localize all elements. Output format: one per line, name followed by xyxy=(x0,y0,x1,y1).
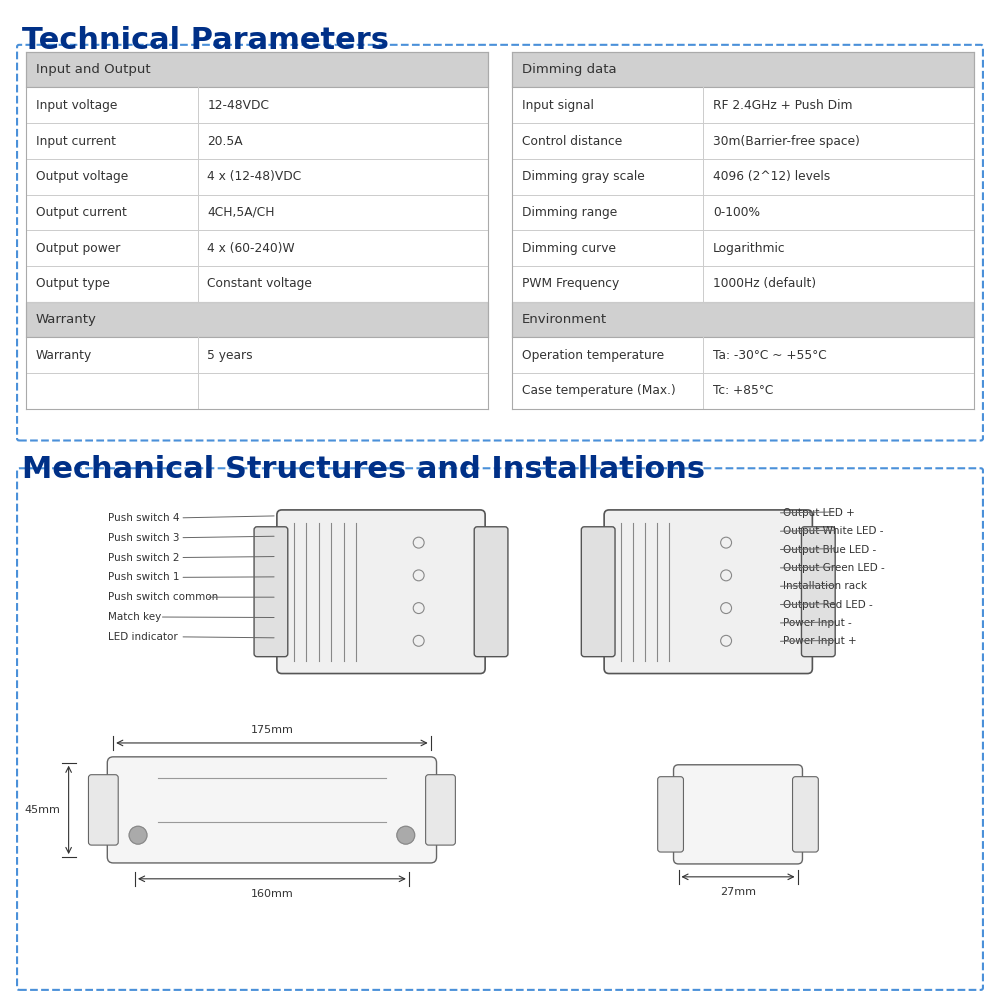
Bar xyxy=(26,159,488,195)
Bar xyxy=(26,230,488,266)
FancyBboxPatch shape xyxy=(17,468,983,990)
Text: Mechanical Structures and Installations: Mechanical Structures and Installations xyxy=(22,455,705,484)
Text: Push switch 4: Push switch 4 xyxy=(108,513,180,523)
Text: Output current: Output current xyxy=(36,206,127,219)
Text: 4 x (60-240)W: 4 x (60-240)W xyxy=(207,242,295,255)
Text: Input signal: Input signal xyxy=(522,99,594,112)
Bar xyxy=(512,159,974,195)
FancyBboxPatch shape xyxy=(277,510,485,674)
Text: 4CH,5A/CH: 4CH,5A/CH xyxy=(207,206,275,219)
Bar xyxy=(26,52,488,87)
Circle shape xyxy=(129,826,147,844)
Bar xyxy=(512,337,974,373)
Text: 0-100%: 0-100% xyxy=(713,206,760,219)
Bar xyxy=(512,87,974,123)
Text: Output Blue LED -: Output Blue LED - xyxy=(783,545,876,555)
Text: Match key: Match key xyxy=(108,612,162,622)
Text: Control distance: Control distance xyxy=(522,135,622,148)
Text: 160mm: 160mm xyxy=(251,889,293,899)
Text: Input and Output: Input and Output xyxy=(36,63,151,76)
Text: Push switch 3: Push switch 3 xyxy=(108,533,180,543)
Text: PWM Frequency: PWM Frequency xyxy=(522,277,619,290)
Text: Warranty: Warranty xyxy=(36,349,92,362)
FancyBboxPatch shape xyxy=(254,527,288,657)
Bar xyxy=(512,123,974,159)
FancyBboxPatch shape xyxy=(604,510,812,674)
Text: Input current: Input current xyxy=(36,135,116,148)
FancyBboxPatch shape xyxy=(658,777,683,852)
Text: LED indicator: LED indicator xyxy=(108,632,178,642)
Bar xyxy=(512,302,974,337)
Bar xyxy=(512,266,974,302)
Bar xyxy=(26,373,488,409)
Text: Dimming gray scale: Dimming gray scale xyxy=(522,170,645,183)
Text: Push switch common: Push switch common xyxy=(108,592,219,602)
Text: Power Input -: Power Input - xyxy=(783,618,851,628)
Text: Output LED +: Output LED + xyxy=(783,508,854,518)
Text: Output type: Output type xyxy=(36,277,110,290)
FancyBboxPatch shape xyxy=(801,527,835,657)
Text: Technical Parameters: Technical Parameters xyxy=(22,26,389,55)
Text: Dimming range: Dimming range xyxy=(522,206,617,219)
FancyBboxPatch shape xyxy=(474,527,508,657)
Text: 12-48VDC: 12-48VDC xyxy=(207,99,269,112)
Bar xyxy=(512,373,974,409)
Bar xyxy=(512,230,974,266)
Bar xyxy=(26,87,488,123)
Text: Dimming curve: Dimming curve xyxy=(522,242,616,255)
Text: Constant voltage: Constant voltage xyxy=(207,277,312,290)
Text: Push switch 2: Push switch 2 xyxy=(108,553,180,563)
Text: Environment: Environment xyxy=(522,313,607,326)
Text: Output power: Output power xyxy=(36,242,120,255)
Bar xyxy=(26,195,488,230)
Bar xyxy=(26,123,488,159)
Text: 30m(Barrier-free space): 30m(Barrier-free space) xyxy=(713,135,860,148)
Text: Output Green LED -: Output Green LED - xyxy=(783,563,884,573)
Text: Warranty: Warranty xyxy=(36,313,97,326)
Text: Push switch 1: Push switch 1 xyxy=(108,572,180,582)
FancyBboxPatch shape xyxy=(581,527,615,657)
FancyBboxPatch shape xyxy=(426,775,455,845)
Text: 4 x (12-48)VDC: 4 x (12-48)VDC xyxy=(207,170,302,183)
Bar xyxy=(512,52,974,87)
FancyBboxPatch shape xyxy=(793,777,818,852)
Text: Power Input +: Power Input + xyxy=(783,636,856,646)
Text: 20.5A: 20.5A xyxy=(207,135,243,148)
Text: RF 2.4GHz + Push Dim: RF 2.4GHz + Push Dim xyxy=(713,99,853,112)
FancyBboxPatch shape xyxy=(17,45,983,440)
Text: Input voltage: Input voltage xyxy=(36,99,117,112)
Bar xyxy=(26,266,488,302)
Text: Ta: -30°C ~ +55°C: Ta: -30°C ~ +55°C xyxy=(713,349,827,362)
Text: Logarithmic: Logarithmic xyxy=(713,242,786,255)
Text: Output Red LED -: Output Red LED - xyxy=(783,600,872,610)
Text: Installation rack: Installation rack xyxy=(783,581,867,591)
Text: Output voltage: Output voltage xyxy=(36,170,128,183)
Text: Tc: +85°C: Tc: +85°C xyxy=(713,384,774,397)
Bar xyxy=(26,337,488,373)
Text: Case temperature (Max.): Case temperature (Max.) xyxy=(522,384,676,397)
Text: 45mm: 45mm xyxy=(25,805,61,815)
Bar xyxy=(512,195,974,230)
FancyBboxPatch shape xyxy=(674,765,802,864)
Text: Output White LED -: Output White LED - xyxy=(783,526,883,536)
Text: 27mm: 27mm xyxy=(720,887,756,897)
Text: 1000Hz (default): 1000Hz (default) xyxy=(713,277,816,290)
Text: 175mm: 175mm xyxy=(250,725,293,735)
FancyBboxPatch shape xyxy=(107,757,437,863)
Text: Dimming data: Dimming data xyxy=(522,63,616,76)
Text: Operation temperature: Operation temperature xyxy=(522,349,664,362)
FancyBboxPatch shape xyxy=(88,775,118,845)
Circle shape xyxy=(397,826,415,844)
Bar xyxy=(26,302,488,337)
Text: 4096 (2^12) levels: 4096 (2^12) levels xyxy=(713,170,830,183)
Text: 5 years: 5 years xyxy=(207,349,253,362)
